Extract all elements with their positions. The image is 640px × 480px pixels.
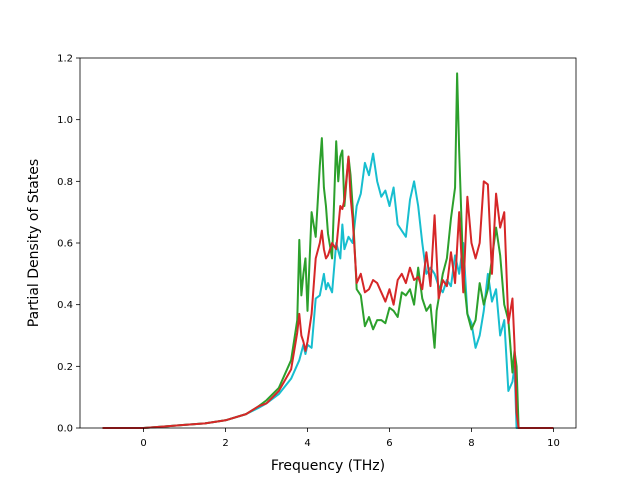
x-tick-label: 4: [304, 438, 310, 449]
y-tick-label: 0.2: [57, 362, 73, 373]
y-tick-label: 0.8: [57, 177, 73, 188]
series-line-3: [102, 155, 554, 429]
y-tick-label: 0.0: [57, 424, 73, 435]
x-tick-label: 8: [468, 438, 474, 449]
y-tick-label: 0.6: [57, 239, 73, 250]
x-tick-label: 10: [547, 438, 560, 449]
x-tick-label: 6: [386, 438, 392, 449]
y-tick-label: 1.0: [57, 115, 73, 126]
x-axis-label: Frequency (THz): [271, 458, 385, 474]
y-tick-label: 1.2: [57, 54, 73, 65]
y-axis: 0.0 0.2 0.4 0.6 0.8 1.0 1.2: [57, 54, 80, 435]
x-axis: 0 2 4 6 8 10: [140, 428, 560, 449]
y-axis-label: Partial Density of States: [26, 159, 42, 327]
series-line-2: [102, 72, 554, 429]
y-tick-label: 0.4: [57, 300, 73, 311]
series-layer: [102, 72, 554, 429]
x-tick-label: 0: [140, 438, 146, 449]
x-tick-label: 2: [222, 438, 228, 449]
